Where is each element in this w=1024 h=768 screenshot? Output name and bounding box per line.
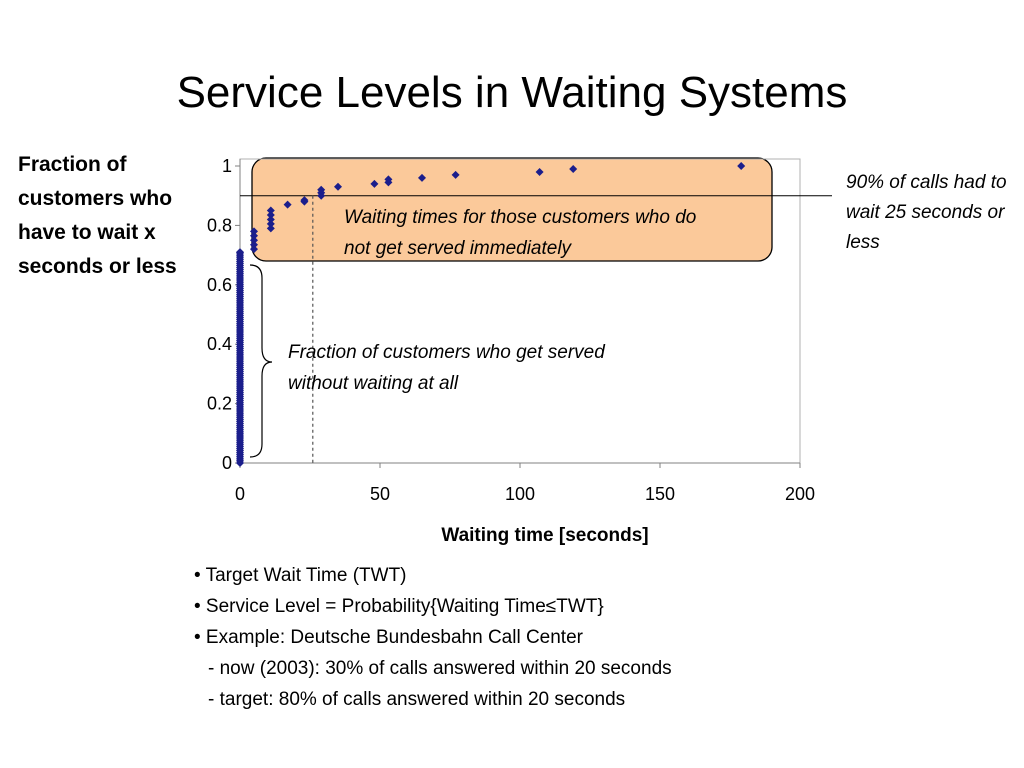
data-point-marker	[370, 179, 379, 188]
data-point-marker	[334, 182, 342, 191]
data-point-marker	[737, 162, 746, 170]
y-tick-label: 0.4	[207, 334, 232, 354]
served-immediately-brace	[249, 264, 273, 458]
data-point-marker	[535, 167, 544, 176]
bullet-item: • Target Wait Time (TWT)	[194, 565, 407, 586]
service-level-chart: 0 0.2 0.4 0.6 0.8 1 0 50 100 150 200 Waiting time…	[207, 156, 832, 546]
x-tick-label: 0	[235, 484, 245, 504]
data-point-marker	[283, 200, 292, 209]
data-point-marker	[317, 185, 326, 194]
x-axis-ticks: 0 50 100 150 200	[235, 463, 815, 504]
y-tick-label: 0.8	[207, 215, 232, 235]
data-point-marker	[384, 175, 393, 184]
data-point-marker	[451, 170, 460, 179]
ninety-percent-annotation: 90% of calls had to wait 25 seconds or l…	[846, 172, 1007, 253]
x-tick-label: 50	[370, 484, 390, 504]
data-point-marker	[266, 206, 275, 215]
data-point-marker	[266, 211, 275, 220]
waiting-customers-annotation: Waiting times for those customers who do…	[344, 207, 697, 259]
y-axis-title: Fraction of customers who have to wait x…	[18, 153, 177, 278]
data-point-marker	[418, 173, 426, 182]
waiting-customers-highlight	[251, 157, 773, 262]
data-point-marker	[300, 196, 309, 205]
zero-wait-markers	[236, 249, 244, 467]
data-point-marker	[250, 236, 258, 245]
y-tick-label: 0.2	[207, 394, 232, 414]
data-point-marker	[266, 219, 275, 228]
x-axis-title: Waiting time [seconds]	[441, 525, 648, 546]
data-point-marker	[250, 240, 258, 249]
data-points	[236, 162, 746, 257]
y-tick-label: 1	[222, 156, 232, 176]
data-point-marker	[569, 164, 578, 173]
served-immediately-annotation: Fraction of customers who get served wit…	[288, 342, 605, 394]
y-tick-label: 0	[222, 453, 232, 473]
bullet-subitem: - target: 80% of calls answered within 2…	[208, 689, 626, 710]
x-tick-label: 150	[645, 484, 675, 504]
data-point-marker	[250, 231, 258, 240]
y-tick-label: 0.6	[207, 275, 232, 295]
bullet-list: • Target Wait Time (TWT) • Service Level…	[194, 560, 672, 715]
x-tick-label: 100	[505, 484, 535, 504]
data-point-marker	[266, 224, 275, 233]
y-axis-ticks: 0 0.2 0.4 0.6 0.8 1	[207, 156, 240, 473]
bullet-item: • Example: Deutsche Bundesbahn Call Cent…	[194, 627, 583, 648]
bullet-subitem: - now (2003): 30% of calls answered with…	[208, 658, 672, 679]
data-point-marker	[250, 245, 258, 254]
data-point-marker	[266, 215, 275, 224]
x-tick-label: 200	[785, 484, 815, 504]
data-point-marker	[236, 248, 244, 257]
bullet-item: • Service Level = Probability{Waiting Ti…	[194, 596, 604, 617]
data-point-marker	[250, 227, 258, 236]
slide-title: Service Levels in Waiting Systems	[176, 68, 848, 117]
